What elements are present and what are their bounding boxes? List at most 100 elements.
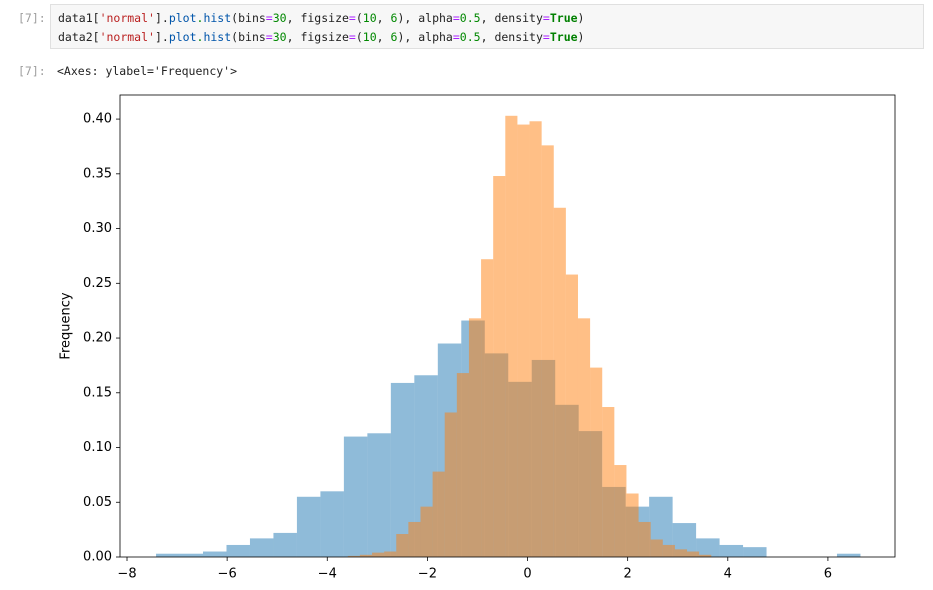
- code-token: ),: [397, 11, 419, 25]
- histogram-bar: [396, 534, 409, 557]
- y-tick-label: 0.35: [83, 166, 112, 181]
- histogram-bar: [384, 551, 397, 557]
- histogram-bar: [836, 553, 861, 557]
- code-token: 'normal': [99, 30, 155, 44]
- histogram-bar: [468, 318, 482, 557]
- histogram-bar: [226, 544, 250, 557]
- code-token: True: [549, 11, 578, 25]
- code-token: ].: [154, 11, 169, 25]
- code-token: ,: [480, 30, 495, 44]
- histogram-bar: [719, 544, 744, 557]
- x-tick-label: 4: [724, 567, 732, 582]
- histogram-bar: [359, 554, 373, 557]
- code-cell[interactable]: data1['normal'].plot.hist(bins=30, figsi…: [50, 4, 924, 49]
- code-token: ].: [154, 30, 169, 44]
- y-tick-label: 0.05: [83, 495, 112, 510]
- histogram-bar: [614, 465, 627, 557]
- histogram-bar: [481, 259, 494, 557]
- histogram-bar: [367, 433, 391, 557]
- code-token: True: [549, 30, 578, 44]
- input-prompt: [7]:: [18, 11, 46, 25]
- x-tick-label: −8: [117, 567, 136, 582]
- code-token: bins: [238, 30, 266, 44]
- histogram-bar: [156, 553, 180, 557]
- y-tick-label: 0.15: [83, 385, 112, 400]
- code-token: (: [355, 11, 363, 25]
- histogram-bar: [602, 407, 615, 557]
- histogram-bar: [249, 538, 274, 557]
- histogram-bar: [662, 544, 675, 557]
- code-token: =: [348, 11, 356, 25]
- histogram-bar: [444, 412, 457, 557]
- code-token: plot: [168, 30, 197, 44]
- code-token: =: [542, 11, 550, 25]
- histogram-bar: [672, 523, 697, 557]
- code-token: =: [542, 30, 550, 44]
- y-tick-label: 0.25: [83, 276, 112, 291]
- code-token: [: [92, 30, 100, 44]
- code-token: 'normal': [99, 11, 155, 25]
- y-tick-label: 0.10: [83, 440, 112, 455]
- histogram-bar: [390, 382, 415, 557]
- histogram-bar: [408, 521, 421, 557]
- code-token: figsize: [300, 30, 349, 44]
- code-token: hist: [203, 11, 232, 25]
- y-axis-label: Frequency: [59, 292, 74, 359]
- y-tick-label: 0.00: [83, 550, 112, 565]
- plot-frame: [119, 94, 896, 558]
- code-token: .: [196, 11, 204, 25]
- code-token: data2: [58, 30, 93, 44]
- histogram-bar: [343, 436, 368, 557]
- code-token: .: [196, 30, 204, 44]
- x-tick-label: 6: [824, 567, 832, 582]
- code-token: 10: [362, 11, 377, 25]
- code-token: ),: [397, 30, 419, 44]
- histogram-bar: [456, 373, 469, 557]
- code-token: 30: [272, 30, 287, 44]
- output-prompt: [7]:: [18, 64, 46, 78]
- code-token: 6: [390, 11, 398, 25]
- histogram-bar: [179, 553, 204, 557]
- code-token: =: [348, 30, 356, 44]
- code-token: ,: [286, 11, 301, 25]
- code-token: ): [577, 30, 585, 44]
- histogram-bar: [687, 551, 700, 557]
- x-tick-label: −6: [218, 567, 237, 582]
- code-token: 10: [362, 30, 377, 44]
- histogram-bar: [347, 555, 360, 557]
- code-token: =: [452, 11, 460, 25]
- code-token: data1: [58, 11, 93, 25]
- code-token: =: [265, 30, 273, 44]
- histogram-bar: [650, 539, 663, 557]
- histogram-bar: [590, 367, 603, 557]
- histogram-bar: [565, 274, 578, 557]
- code-token: alpha: [418, 30, 453, 44]
- code-token: figsize: [300, 11, 349, 25]
- histogram-bar: [320, 491, 344, 557]
- histogram-bar: [505, 115, 518, 557]
- code-token: hist: [203, 30, 232, 44]
- code-token: [: [92, 11, 100, 25]
- code-token: density: [494, 11, 543, 25]
- output-text: <Axes: ylabel='Frequency'>: [57, 64, 238, 78]
- x-tick-label: 0: [523, 567, 531, 582]
- histogram-bar: [273, 532, 297, 557]
- code-token: ,: [376, 11, 391, 25]
- code-token: density: [494, 30, 543, 44]
- histogram-bar: [553, 207, 566, 557]
- histogram-bar: [577, 318, 591, 557]
- code-token: =: [452, 30, 460, 44]
- histogram-bar: [674, 549, 688, 557]
- y-tick-label: 0.40: [83, 112, 112, 127]
- code-token: 30: [272, 11, 287, 25]
- histogram-bar: [420, 506, 433, 557]
- code-token: 0.5: [459, 30, 481, 44]
- histogram-bar: [699, 554, 712, 557]
- histogram-bar: [517, 124, 530, 558]
- x-tick-label: −2: [418, 567, 437, 582]
- code-token: plot: [168, 11, 197, 25]
- histogram-bar: [626, 493, 639, 557]
- code-token: ): [577, 11, 585, 25]
- code-token: 0.5: [459, 11, 481, 25]
